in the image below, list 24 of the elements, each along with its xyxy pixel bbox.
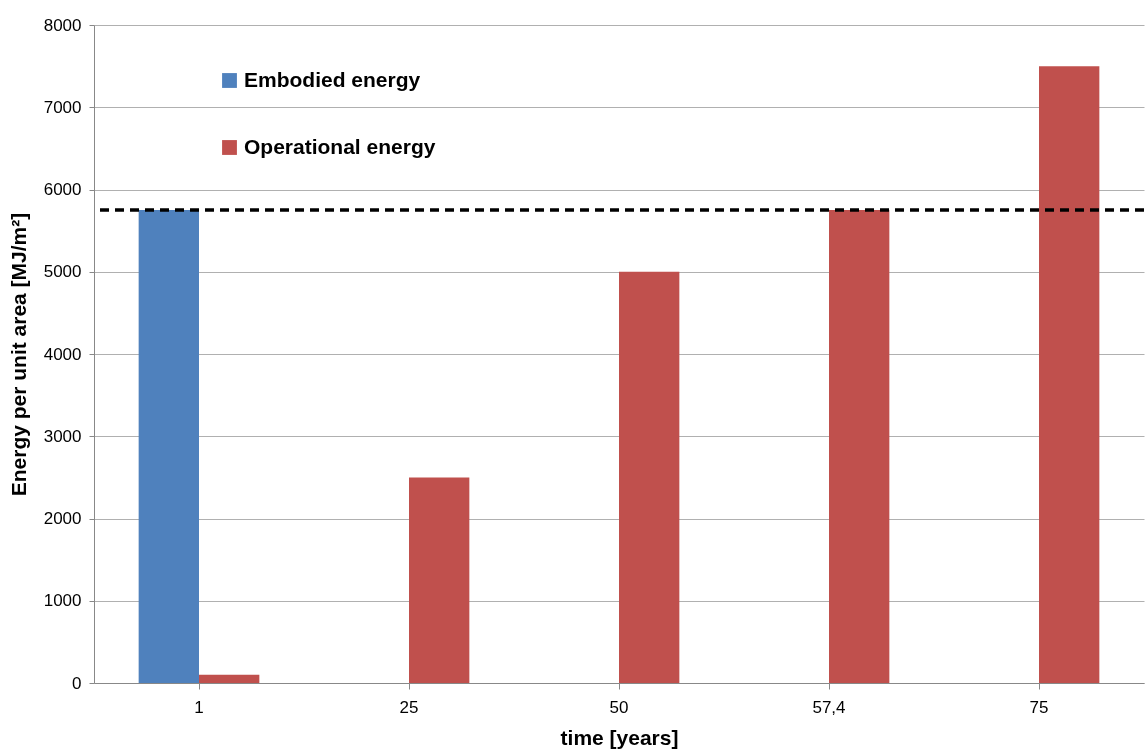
x-axis-title: time [years] [560,725,679,749]
y-tick-label: 8000 [43,15,82,35]
x-tick-label: 50 [609,697,629,717]
x-tick-label: 1 [194,697,204,717]
y-tick-label: 4000 [43,344,82,364]
bar [619,271,680,683]
bar [199,674,260,683]
y-tick-label: 5000 [43,262,82,282]
y-axis-title: Energy per unit area [MJ/m²] [6,212,30,497]
y-tick-label: 7000 [43,97,82,117]
y-tick-label: 6000 [43,180,82,199]
y-tick-label: 1000 [43,591,82,611]
x-tick-label: 57,4 [812,697,846,717]
legend-label: Embodied energy [244,67,421,91]
x-tick-label: 25 [399,697,419,717]
bar [829,210,890,683]
legend-label: Operational energy [244,134,436,158]
x-tick-label: 75 [1029,697,1049,717]
y-tick-label: 0 [72,673,82,693]
bar [138,210,199,683]
y-tick-label: 3000 [43,426,82,446]
bar [1039,66,1100,683]
bar [409,477,470,683]
y-tick-label: 2000 [43,509,82,528]
